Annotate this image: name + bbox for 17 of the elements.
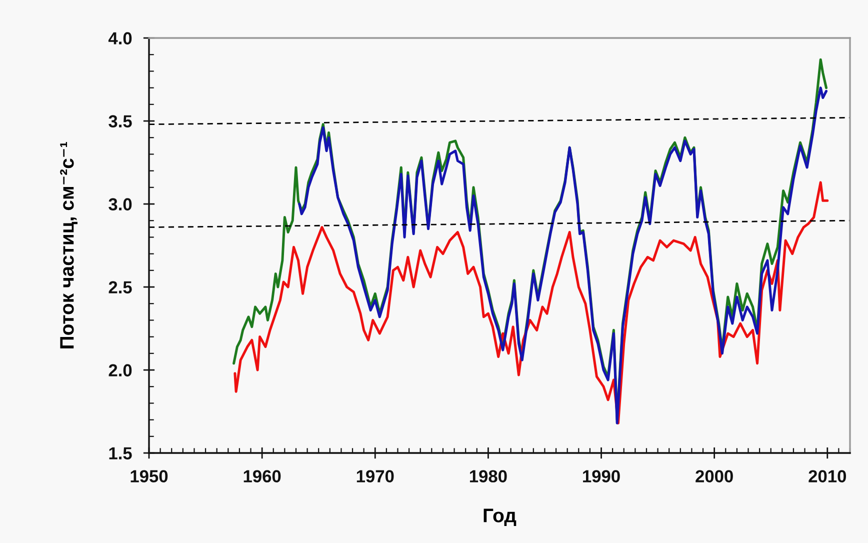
y-tick-label: 3.5 [108,115,132,128]
y-tick-label: 3.0 [108,198,132,210]
y-tick-label: 2.5 [108,281,132,294]
x-tick-label: 1960 [244,470,281,482]
y-axis-title: Поток частиц, см⁻²с⁻¹ [60,142,78,348]
y-tick-label: 2.0 [108,364,132,376]
x-tick-label: 2000 [696,470,733,482]
y-tick-label: 4.0 [108,32,132,44]
x-tick-label: 1950 [130,470,168,482]
line-series [234,181,829,424]
x-tick-label: 1980 [470,470,507,482]
x-tick-label: 1970 [356,470,394,482]
y-tick-label: 1.5 [109,447,132,460]
x-tick-label: 1990 [583,470,620,482]
x-tick-label: 2010 [808,470,846,482]
line-series [298,86,828,424]
x-axis-title: Год [484,508,516,526]
